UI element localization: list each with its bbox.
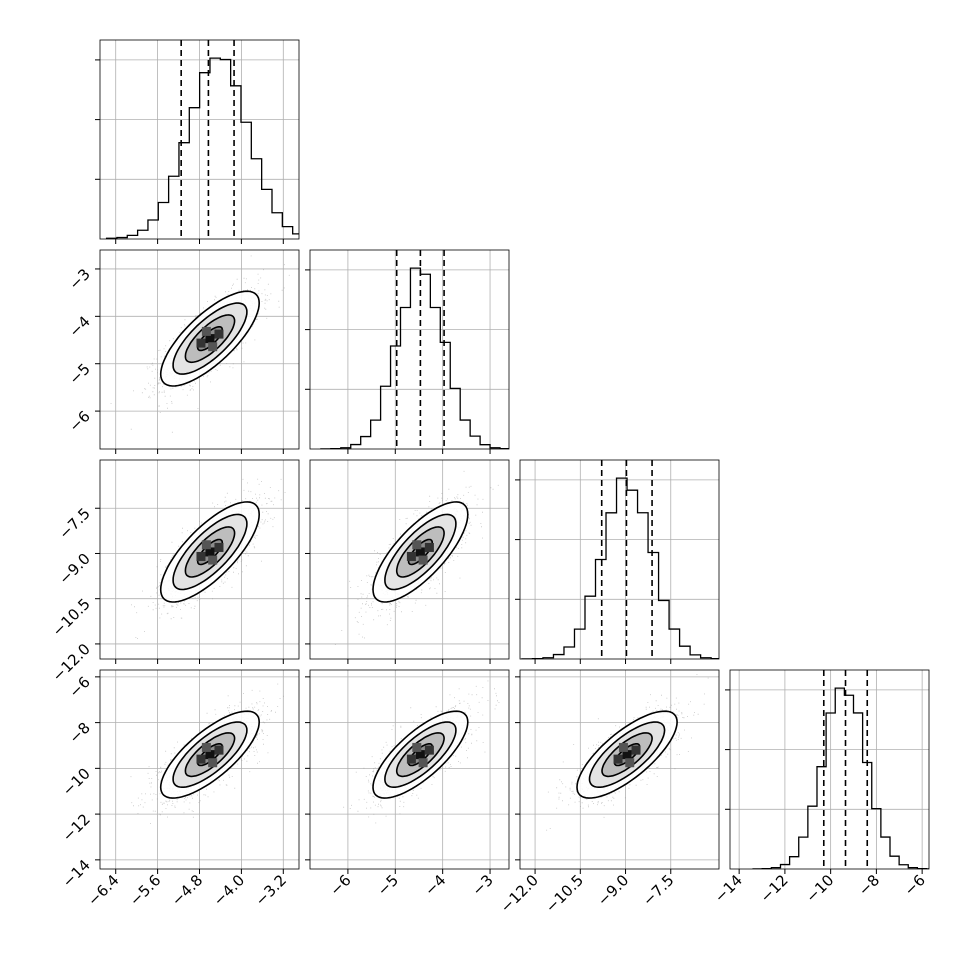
histogram-panel-2: [515, 459, 720, 660]
scatter-panel-1-2: [309, 459, 510, 660]
histogram-panel-1: [305, 249, 510, 450]
density-core: [201, 326, 211, 336]
y-tick-label: −12: [59, 810, 94, 845]
histogram-panel-0: [95, 39, 300, 240]
density-core: [625, 758, 635, 768]
y-tick-label: −6: [65, 673, 93, 701]
density-core: [406, 754, 416, 764]
density-core: [415, 547, 425, 557]
panel-frame: [519, 459, 720, 660]
panel-frame: [309, 459, 510, 660]
panel-content: [100, 250, 299, 449]
scatter-panel-0-1: [99, 249, 300, 450]
x-tick-label: −9.0: [594, 871, 632, 909]
x-tick-label: −8: [855, 871, 883, 899]
density-core: [412, 540, 422, 550]
y-tick-label: −8: [65, 719, 93, 747]
y-tick-label: −12.0: [49, 640, 94, 685]
histogram-panel-3: [725, 669, 930, 870]
density-core: [214, 745, 224, 755]
y-tick-label: −10: [59, 764, 94, 799]
x-tick-label: −7.5: [639, 871, 677, 909]
panel-content: [100, 670, 299, 869]
x-tick-label: −4: [421, 871, 449, 899]
x-tick-label: −12.0: [497, 871, 542, 916]
x-tick-label: −10: [802, 871, 837, 906]
density-core: [214, 329, 224, 339]
panel-frame: [309, 249, 510, 450]
density-core: [415, 750, 425, 760]
histogram-step-0: [105, 57, 299, 239]
density-core: [205, 547, 215, 557]
density-core: [196, 338, 206, 348]
panel-content: [310, 460, 509, 659]
x-tick-label: −3.2: [252, 871, 290, 909]
panel-frame: [519, 669, 720, 870]
x-tick-label: −4.8: [168, 871, 206, 909]
scatter-panel-0-2: [99, 459, 300, 660]
x-tick-label: −6: [326, 871, 354, 899]
density-core: [208, 758, 218, 768]
y-tick-label: −4: [65, 312, 93, 340]
x-tick-label: −3: [469, 871, 497, 899]
y-tick-label: −5: [65, 360, 93, 388]
x-tick-label: −10.5: [542, 871, 587, 916]
x-tick-label: −12: [757, 871, 792, 906]
density-core: [208, 342, 218, 352]
y-tick-label: −9.0: [55, 550, 93, 588]
density-core: [622, 750, 632, 760]
scatter-panel-0-3: [99, 669, 300, 870]
x-tick-label: −14: [711, 871, 746, 906]
x-tick-label: −4.0: [210, 871, 248, 909]
y-tick-label: −6: [65, 407, 93, 435]
y-tick-label: −3: [65, 265, 93, 293]
density-core: [196, 754, 206, 764]
y-tick-label: −14: [59, 856, 94, 891]
histogram-step-3: [752, 687, 929, 869]
density-core: [205, 334, 215, 344]
density-core: [618, 742, 628, 752]
density-core: [613, 754, 623, 764]
density-core: [418, 758, 428, 768]
density-core: [424, 745, 434, 755]
x-tick-label: −6.4: [84, 871, 122, 909]
density-core: [201, 540, 211, 550]
density-core: [406, 551, 416, 561]
density-core: [424, 542, 434, 552]
density-core: [214, 542, 224, 552]
x-tick-label: −5.6: [126, 871, 164, 909]
density-core: [196, 551, 206, 561]
scatter-panel-1-3: [309, 669, 510, 870]
density-core: [208, 555, 218, 565]
y-tick-label: −7.5: [55, 504, 93, 542]
x-tick-label: −5: [374, 871, 402, 899]
y-tick-label: −10.5: [49, 595, 94, 640]
scatter-panel-2-3: [519, 669, 720, 870]
panel-content: [520, 670, 719, 869]
density-core: [205, 750, 215, 760]
density-core: [412, 742, 422, 752]
density-core: [201, 742, 211, 752]
density-core: [631, 745, 641, 755]
panel-content: [100, 460, 299, 659]
x-tick-label: −6: [901, 871, 929, 899]
panel-frame: [309, 669, 510, 870]
panel-content: [310, 670, 509, 869]
panel-frame: [729, 669, 930, 870]
density-core: [418, 555, 428, 565]
